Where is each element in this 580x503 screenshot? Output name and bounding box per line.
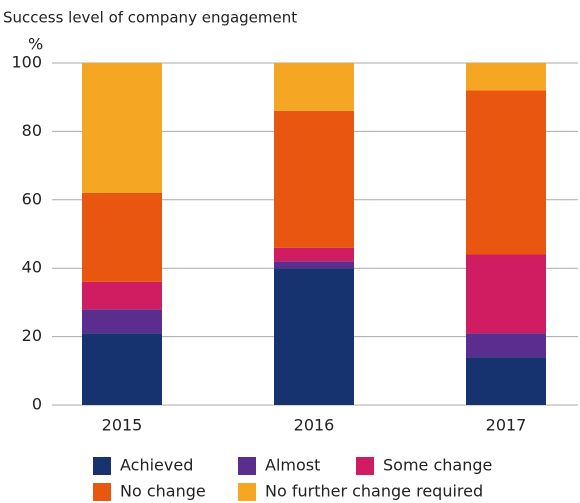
x-tick-label: 2016 xyxy=(294,416,335,435)
bar-segment xyxy=(466,333,546,358)
y-tick-label: 60 xyxy=(22,189,42,208)
legend-swatch xyxy=(93,457,111,475)
legend-swatch xyxy=(93,483,111,501)
y-axis-label: % xyxy=(28,35,43,54)
legend-swatch xyxy=(356,457,374,475)
bar-segment xyxy=(466,357,546,405)
legend-label: Some change xyxy=(383,456,492,475)
chart-title: Success level of company engagement xyxy=(3,9,297,27)
bar-segment xyxy=(82,192,162,282)
bar-segment xyxy=(274,247,354,262)
x-tick-label: 2017 xyxy=(486,416,527,435)
bar-segment xyxy=(466,63,546,91)
legend-label: No further change required xyxy=(265,482,483,501)
bar-segment xyxy=(274,261,354,269)
y-tick-label: 100 xyxy=(11,53,42,72)
bar-segment xyxy=(466,90,546,255)
y-tick-label: 40 xyxy=(22,258,42,277)
y-tick-label: 0 xyxy=(32,395,42,414)
bar-segment xyxy=(274,110,354,248)
bar-segment xyxy=(82,309,162,334)
legend-label: No change xyxy=(120,482,206,501)
legend-swatch xyxy=(238,483,256,501)
bar-segment xyxy=(274,63,354,111)
y-tick-label: 20 xyxy=(22,326,42,345)
x-tick-label: 2015 xyxy=(102,416,143,435)
bar-segment xyxy=(82,63,162,193)
bar-segment xyxy=(274,268,354,405)
bar-segment xyxy=(466,254,546,334)
bar-segment xyxy=(82,281,162,310)
legend-label: Almost xyxy=(265,456,320,475)
y-tick-label: 80 xyxy=(22,121,42,140)
legend-swatch xyxy=(238,457,256,475)
bar-segment xyxy=(82,333,162,405)
legend-label: Achieved xyxy=(120,456,193,475)
